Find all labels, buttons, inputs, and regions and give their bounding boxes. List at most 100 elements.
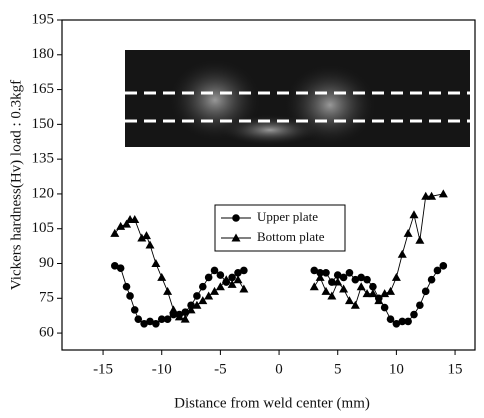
data-point: [427, 191, 437, 200]
data-point: [227, 279, 237, 288]
data-point: [321, 286, 331, 295]
data-point: [333, 277, 343, 286]
inset-micrograph: [125, 50, 470, 147]
x-tick-label: -10: [152, 361, 172, 377]
data-point: [157, 315, 166, 323]
data-point: [210, 286, 220, 295]
data-point: [122, 282, 131, 291]
x-tick-label: -15: [93, 361, 113, 377]
x-tick-label: 5: [334, 361, 342, 377]
data-point: [157, 272, 167, 281]
data-point: [404, 317, 412, 326]
y-tick-label: 60: [39, 325, 54, 341]
data-point: [421, 287, 430, 296]
data-point: [339, 273, 348, 282]
data-point: [151, 258, 161, 267]
data-point: [368, 289, 378, 298]
legend-label: Bottom plate: [257, 229, 325, 244]
data-point: [192, 300, 202, 309]
x-tick-label: -5: [214, 361, 227, 377]
data-point: [140, 319, 148, 328]
data-point: [374, 296, 384, 305]
data-point: [232, 214, 240, 222]
data-point: [363, 275, 371, 284]
data-point: [386, 315, 395, 323]
data-point: [327, 291, 337, 300]
data-point: [439, 262, 448, 270]
data-point: [362, 289, 372, 298]
data-point: [137, 233, 147, 242]
data-point: [134, 315, 143, 323]
data-point: [339, 284, 349, 293]
y-tick-label: 90: [39, 255, 54, 271]
data-point: [231, 233, 241, 242]
data-point: [122, 219, 132, 228]
y-tick-label: 135: [32, 151, 55, 167]
data-point: [415, 235, 425, 244]
data-point: [198, 296, 208, 305]
data-point: [187, 301, 195, 310]
data-point: [234, 268, 242, 277]
x-tick-label: 10: [389, 361, 404, 377]
data-point: [391, 272, 401, 281]
data-point: [130, 214, 140, 223]
data-point: [145, 240, 155, 249]
data-point: [240, 266, 248, 275]
data-point: [356, 282, 366, 291]
data-point: [328, 278, 336, 286]
data-point: [380, 289, 390, 298]
legend-box: [214, 204, 346, 252]
y-tick-label: 105: [32, 220, 55, 236]
data-point: [152, 319, 160, 328]
y-tick-label: 75: [39, 290, 54, 306]
data-point: [438, 189, 448, 198]
data-point: [228, 273, 236, 282]
data-point: [130, 306, 139, 314]
data-point: [416, 301, 424, 310]
data-point: [357, 273, 365, 282]
data-point: [315, 272, 325, 281]
data-point: [397, 249, 407, 258]
data-point: [116, 264, 125, 272]
x-tick-label: 0: [275, 361, 283, 377]
data-point: [193, 292, 201, 300]
data-point: [310, 266, 319, 275]
data-point: [345, 268, 354, 277]
data-point: [216, 271, 225, 279]
y-axis-title: Vickers hardness(Hv) load : 0.3kgf: [8, 80, 24, 290]
data-point: [163, 315, 172, 323]
data-point: [433, 266, 442, 275]
data-point: [174, 312, 184, 321]
data-point: [186, 305, 196, 314]
x-axis-title: Distance from weld center (mm): [174, 395, 370, 411]
data-point: [380, 303, 389, 312]
data-point: [204, 273, 213, 282]
data-point: [180, 314, 190, 323]
data-point: [116, 221, 126, 230]
plot-frame: [61, 19, 476, 351]
legend: Upper plate Bottom plate: [214, 204, 346, 252]
y-tick-label: 195: [32, 11, 55, 27]
data-point: [110, 262, 119, 270]
data-point: [344, 296, 354, 305]
data-point: [126, 292, 134, 300]
data-point: [215, 282, 225, 291]
data-point: [427, 275, 436, 284]
data-point: [141, 231, 151, 240]
data-point: [181, 308, 189, 316]
data-point: [409, 210, 419, 219]
data-point: [333, 271, 342, 279]
data-point: [210, 266, 219, 275]
data-point: [322, 268, 330, 277]
y-tick-label: 180: [32, 46, 55, 62]
data-point: [392, 319, 401, 328]
data-point: [410, 310, 418, 319]
data-point: [146, 317, 154, 326]
data-point: [351, 275, 360, 284]
data-point: [221, 275, 231, 284]
legend-label: Upper plate: [257, 209, 318, 224]
x-tick-label: 15: [448, 361, 463, 377]
data-point: [398, 317, 407, 326]
data-point: [350, 300, 360, 309]
